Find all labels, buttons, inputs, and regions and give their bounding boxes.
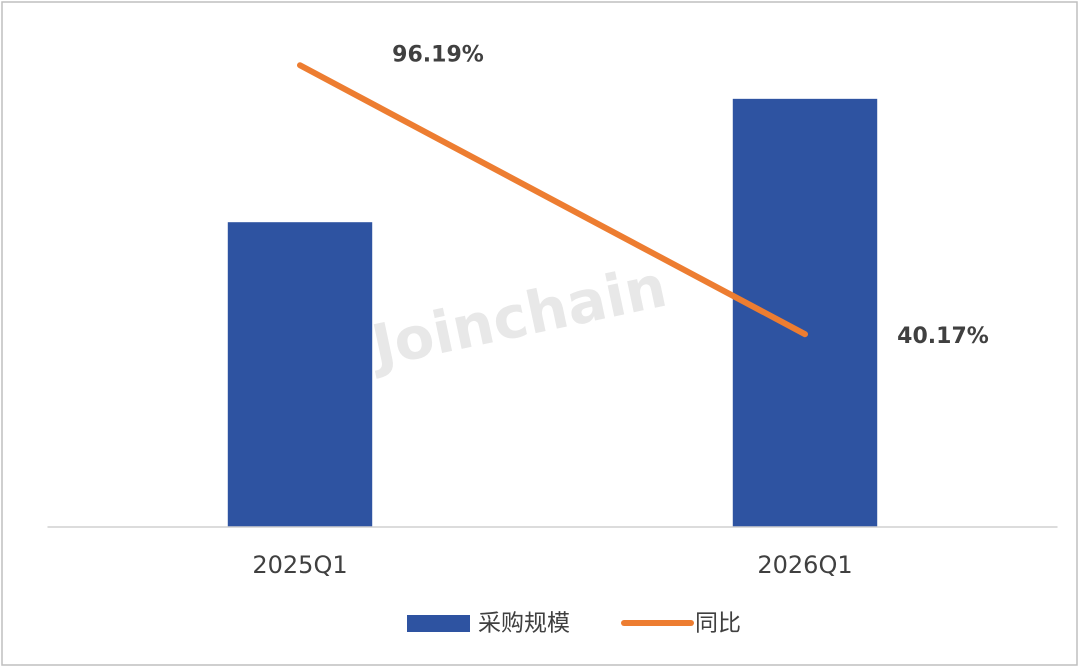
data-label: 40.17% (897, 324, 989, 349)
legend-swatch (407, 615, 470, 632)
x-tick-label: 2025Q1 (252, 551, 347, 579)
line (297, 62, 808, 338)
bar (227, 222, 373, 527)
legend-label: 采购规模 (478, 611, 570, 637)
bar (732, 98, 878, 527)
data-label: 96.19% (392, 42, 484, 67)
x-tick-label: 2026Q1 (757, 551, 852, 579)
legend-label: 同比 (695, 611, 741, 637)
